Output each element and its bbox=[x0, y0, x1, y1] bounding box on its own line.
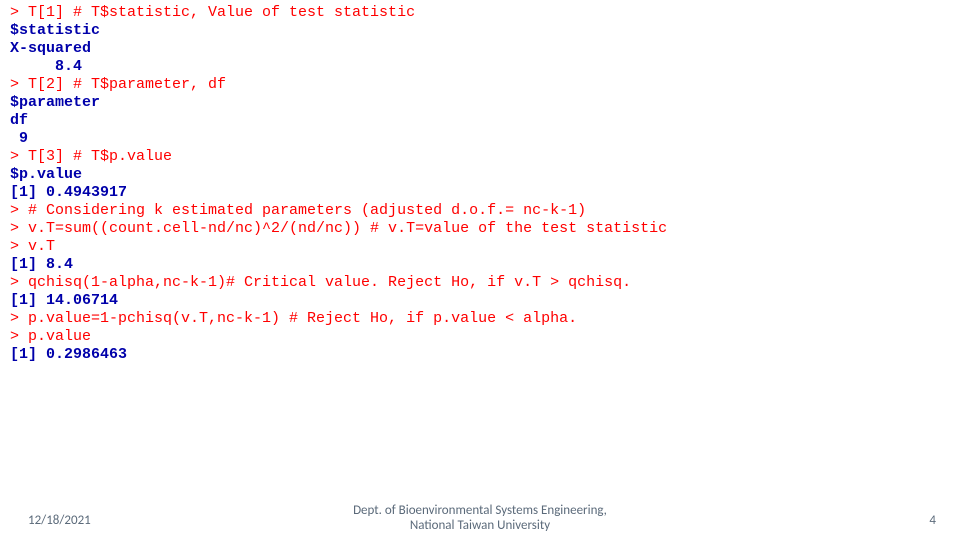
r-input-line: > # Considering k estimated parameters (… bbox=[10, 202, 950, 220]
footer-dept-line2: National Taiwan University bbox=[410, 518, 550, 533]
r-input-line: > v.T bbox=[10, 238, 950, 256]
r-input-line: > T[3] # T$p.value bbox=[10, 148, 950, 166]
r-output-line: [1] 14.06714 bbox=[10, 292, 950, 310]
r-input-line: > T[1] # T$statistic, Value of test stat… bbox=[10, 4, 950, 22]
footer-department: Dept. of Bioenvironmental Systems Engine… bbox=[0, 504, 960, 534]
footer-dept-line1: Dept. of Bioenvironmental Systems Engine… bbox=[353, 503, 607, 518]
r-output-line: $parameter bbox=[10, 94, 950, 112]
r-input-line: > p.value bbox=[10, 328, 950, 346]
r-output-line: [1] 0.2986463 bbox=[10, 346, 950, 364]
r-input-line: > qchisq(1-alpha,nc-k-1)# Critical value… bbox=[10, 274, 950, 292]
r-console-output: > T[1] # T$statistic, Value of test stat… bbox=[0, 0, 960, 364]
slide-footer: 12/18/2021 Dept. of Bioenvironmental Sys… bbox=[0, 502, 960, 536]
r-output-line: $statistic bbox=[10, 22, 950, 40]
r-output-line: df bbox=[10, 112, 950, 130]
r-output-line: 9 bbox=[10, 130, 950, 148]
r-input-line: > p.value=1-pchisq(v.T,nc-k-1) # Reject … bbox=[10, 310, 950, 328]
r-output-line: [1] 8.4 bbox=[10, 256, 950, 274]
r-output-line: 8.4 bbox=[10, 58, 950, 76]
r-output-line: [1] 0.4943917 bbox=[10, 184, 950, 202]
footer-page-number: 4 bbox=[929, 513, 936, 528]
r-input-line: > v.T=sum((count.cell-nd/nc)^2/(nd/nc)) … bbox=[10, 220, 950, 238]
r-input-line: > T[2] # T$parameter, df bbox=[10, 76, 950, 94]
r-output-line: $p.value bbox=[10, 166, 950, 184]
r-output-line: X-squared bbox=[10, 40, 950, 58]
